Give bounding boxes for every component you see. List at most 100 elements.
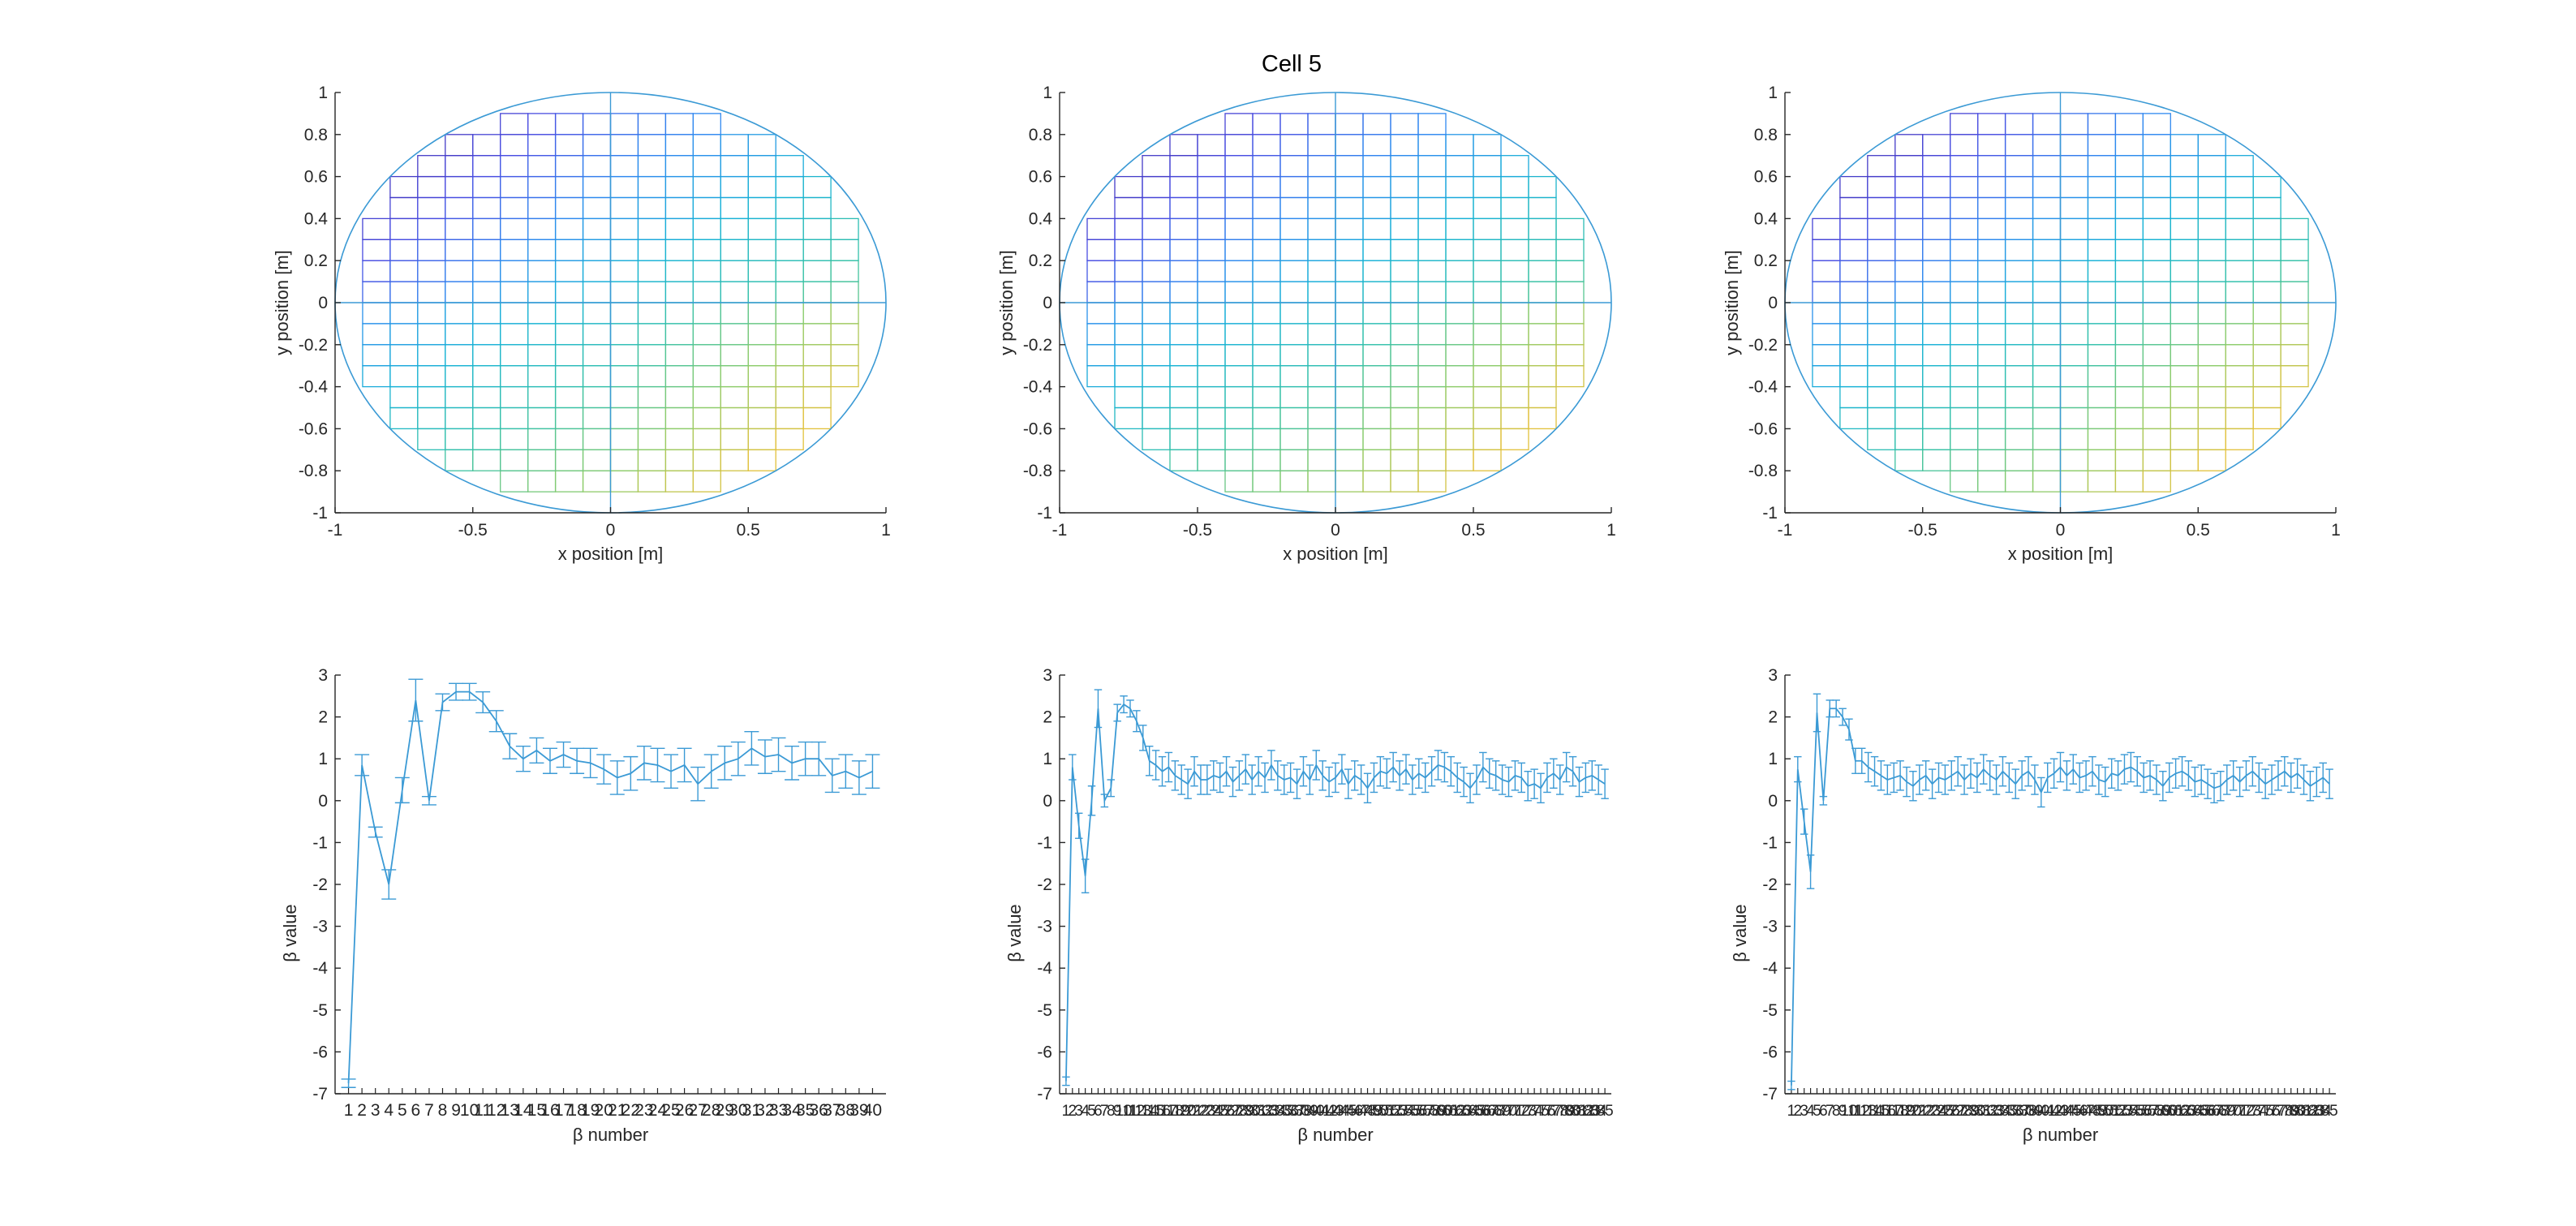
error-bar [1562, 751, 1571, 783]
grid-cell [1528, 175, 1557, 199]
y-tick-label: -3 [312, 918, 328, 936]
y-tick-label: -0.4 [1023, 378, 1053, 397]
error-bar [2018, 760, 2026, 791]
x-tick-label: 35 [2001, 1103, 2018, 1120]
x-tick-label: 43 [1327, 1103, 1344, 1120]
x-tick-label: 6 [1819, 1103, 1828, 1120]
y-tick-label: 1 [1768, 84, 1778, 102]
error-bar [2191, 766, 2200, 798]
x-tick-label: 84 [2315, 1103, 2333, 1120]
error-bar [1980, 754, 1988, 785]
error-bar [2248, 755, 2257, 787]
error-bar [2101, 766, 2109, 798]
x-tick-label: 54 [2122, 1103, 2140, 1120]
x-tick-label: 66 [1474, 1103, 1491, 1120]
y-axis-label: y position [m] [996, 250, 1017, 355]
y-tick-label: -0.6 [1748, 419, 1778, 438]
x-tick-label: 43 [2052, 1103, 2069, 1120]
error-bar [1133, 710, 1141, 733]
x-tick-label: 22 [1192, 1103, 1209, 1120]
beta-series-line [347, 690, 873, 1084]
error-bar [1350, 760, 1359, 791]
figure-title: Cell 5 [1262, 51, 1322, 77]
x-tick-label: 19 [581, 1101, 600, 1120]
y-tick-label: -1 [312, 833, 328, 852]
error-bar [1498, 764, 1507, 795]
x-tick-label: 11 [1847, 1103, 1864, 1120]
error-bar [1832, 699, 1840, 718]
x-tick-label: 16 [1154, 1103, 1171, 1120]
error-bar [1511, 760, 1520, 791]
x-tick-label: 79 [1558, 1103, 1575, 1120]
y-tick-label: -0.4 [1748, 378, 1778, 397]
error-bar [2114, 760, 2122, 791]
error-bar [488, 710, 504, 733]
error-bar [368, 826, 383, 838]
error-bar [1164, 751, 1173, 783]
error-bar [2268, 764, 2276, 795]
error-bar [529, 737, 544, 764]
x-tick-label: 37 [2014, 1103, 2031, 1120]
error-bar [583, 747, 598, 779]
error-bar [2107, 758, 2116, 789]
error-bar [664, 754, 679, 789]
y-tick-label: -5 [1037, 1001, 1052, 1020]
x-tick-label: 34 [1269, 1103, 1287, 1120]
error-bar [1491, 760, 1500, 791]
subplot-container: -1 -0.5 0 0.5 110.80.60.40.20-0.2-0.4-0.6-0.… [272, 84, 2341, 1145]
x-tick-label: 21 [1911, 1103, 1928, 1120]
y-tick-label: -1 [1037, 504, 1052, 523]
x-tick-label: 22 [621, 1101, 640, 1120]
x-tick-label: 5 [398, 1101, 407, 1120]
error-bar [1550, 758, 1558, 789]
x-tick-label: 34 [1994, 1103, 2012, 1120]
x-tick-label: 60 [1436, 1103, 1453, 1120]
y-tick-label: 0.2 [1029, 252, 1052, 270]
error-bar [1800, 808, 1808, 835]
x-tick-label: 25 [661, 1101, 680, 1120]
error-bar [1318, 760, 1327, 791]
x-tick-label: 36 [1282, 1103, 1299, 1120]
error-bar [542, 747, 557, 774]
x-tick-label: 64 [2187, 1103, 2204, 1120]
error-bar [2133, 755, 2141, 787]
error-bar [677, 747, 692, 783]
y-tick-label: -6 [1762, 1043, 1778, 1061]
x-tick-label: 71 [2231, 1103, 2248, 1120]
x-tick-label: 30 [1968, 1103, 1985, 1120]
error-bar [1440, 751, 1449, 783]
x-tick-label: 52 [2109, 1103, 2127, 1120]
error-bar [1928, 768, 1937, 799]
x-tick-label: 19 [1898, 1103, 1915, 1120]
error-bar [2306, 770, 2315, 802]
error-bar [2286, 762, 2295, 794]
x-tick-label: -0.5 [1183, 521, 1212, 540]
error-bar [2159, 770, 2167, 802]
x-tick-label: 2 [357, 1101, 367, 1120]
x-tick-label: 7 [1826, 1103, 1834, 1120]
x-tick-label: 3 [371, 1101, 381, 1120]
grid-cell [830, 217, 859, 240]
x-tick-label: 76 [2263, 1103, 2280, 1120]
x-tick-label: 11 [1122, 1103, 1138, 1120]
error-bar [1376, 755, 1385, 787]
error-bar [2210, 772, 2218, 804]
x-tick-label: 70 [2225, 1103, 2242, 1120]
x-tick-label: 83 [2308, 1103, 2325, 1120]
x-tick-label: 78 [1551, 1103, 1568, 1120]
x-tick-label: 47 [1353, 1103, 1370, 1120]
x-tick-label: 85 [2321, 1103, 2338, 1120]
error-bar [1158, 755, 1167, 787]
y-tick-label: -5 [312, 1001, 328, 1020]
x-tick-label: 8 [1107, 1103, 1116, 1120]
x-tick-label: 51 [2103, 1103, 2120, 1120]
x-tick-label: 37 [823, 1101, 841, 1120]
error-bar [2255, 762, 2263, 794]
x-tick-label: 28 [702, 1101, 720, 1120]
x-tick-label: 10 [1840, 1103, 1857, 1120]
x-tick-label: -1 [1052, 521, 1068, 540]
error-bar [2043, 762, 2052, 794]
y-tick-label: 3 [1043, 666, 1052, 685]
x-tick-label: 65 [2193, 1103, 2210, 1120]
